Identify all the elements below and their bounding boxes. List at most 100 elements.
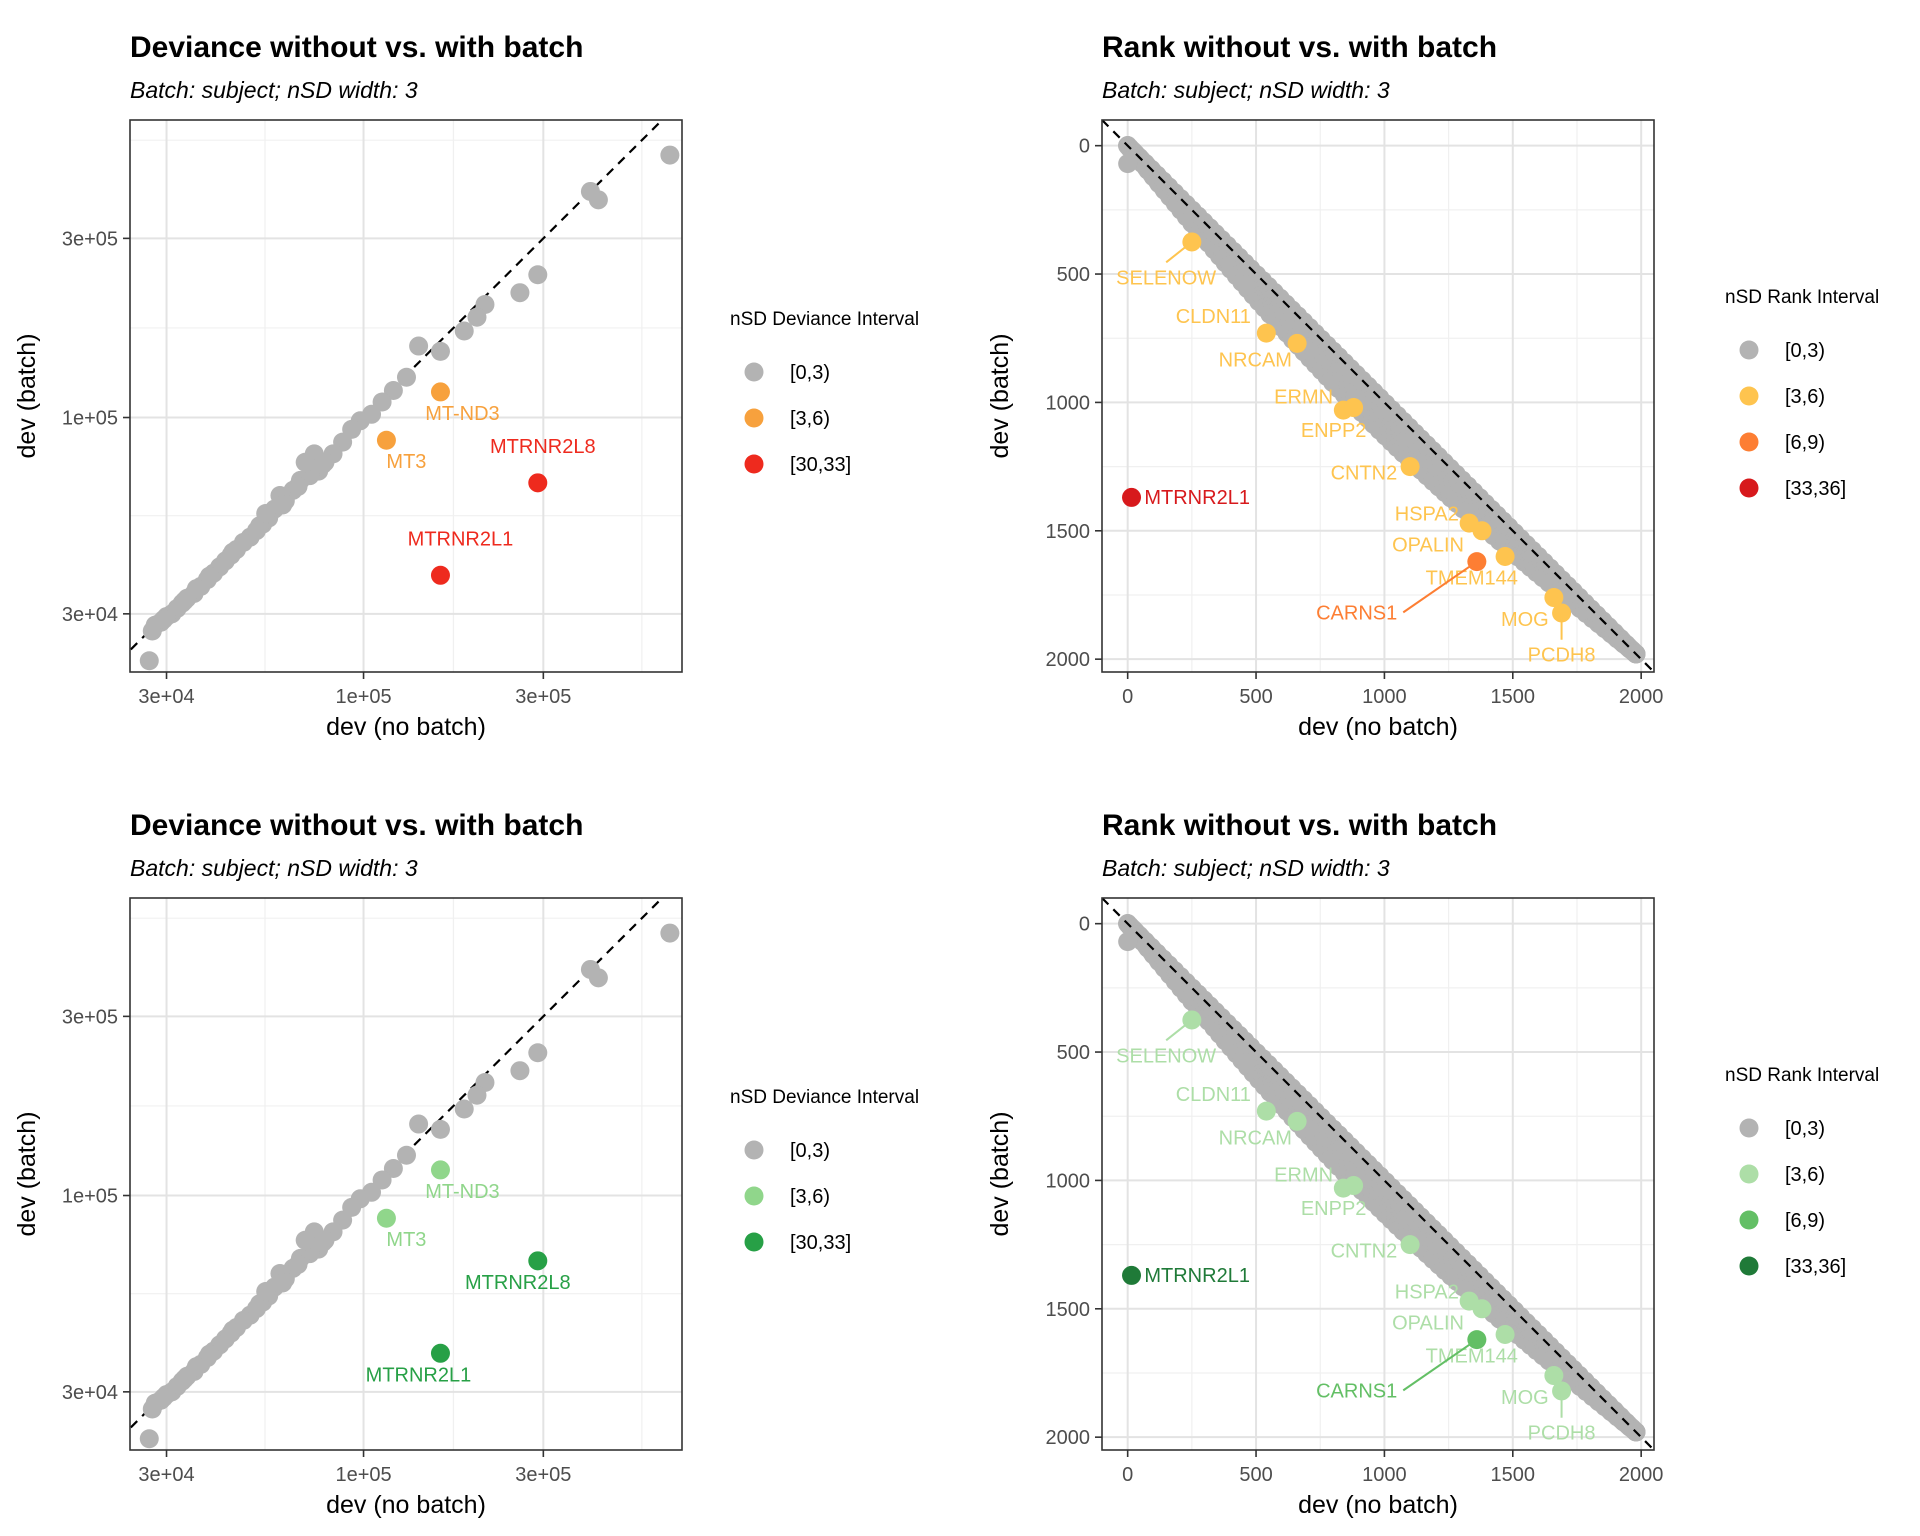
x-tick-label: 3e+04 [138, 686, 194, 708]
legend-key [744, 1232, 764, 1252]
plot-data [1102, 120, 1654, 672]
y-tick-label: 1500 [1046, 521, 1091, 543]
legend: nSD Deviance Interval [0,3) [3,6) [30,33] [730, 309, 919, 476]
data-point [528, 1043, 548, 1063]
y-axis-title: dev (batch) [13, 333, 41, 458]
x-tick-label: 1000 [1362, 1464, 1407, 1486]
x-tick-label: 1500 [1491, 1464, 1536, 1486]
data-point [372, 1170, 392, 1190]
point-label: MTRNR2L8 [465, 1272, 571, 1294]
data-point [1400, 457, 1420, 477]
point-label: MT-ND3 [425, 1181, 499, 1203]
x-tick-label: 3e+04 [138, 1464, 194, 1486]
data-point [175, 1369, 195, 1389]
x-tick-label: 0 [1122, 1464, 1133, 1486]
grid [130, 898, 682, 1450]
legend-label: [3,6) [790, 1186, 830, 1208]
legend-key [744, 1140, 764, 1160]
data-point [396, 367, 416, 387]
y-tick-label: 3e+04 [62, 1382, 118, 1404]
legend-key [1739, 432, 1759, 452]
point-label: SELENOW [1116, 267, 1216, 289]
reference-line [1102, 898, 1654, 1450]
data-point [430, 382, 450, 402]
legend-label: [30,33] [790, 454, 851, 476]
data-point [142, 621, 162, 641]
legend-label: [3,6) [1785, 386, 1825, 408]
plot-background [130, 120, 682, 672]
y-tick-label: 500 [1057, 1042, 1090, 1064]
data-point [288, 477, 308, 497]
y-tick-label: 1e+05 [62, 1186, 118, 1208]
chart-panel-3: Deviance without vs. with batch Batch: su… [13, 809, 919, 1519]
data-point [430, 341, 450, 361]
legend: nSD Rank Interval [0,3) [3,6) [6,9) [33,36] [1725, 1065, 1879, 1278]
y-axis-title: dev (batch) [986, 1111, 1014, 1236]
data-point [139, 651, 159, 671]
point-label: CARNS1 [1316, 602, 1397, 624]
legend-key [1739, 1118, 1759, 1138]
x-tick-label: 500 [1239, 686, 1272, 708]
label-leader [1402, 560, 1478, 614]
legend-label: [33,36] [1785, 1256, 1846, 1278]
chart-title: Rank without vs. with batch [1102, 31, 1497, 64]
data-point [1344, 398, 1364, 418]
point-label: MOG [1501, 1387, 1549, 1409]
x-axis-title: dev (no batch) [1298, 713, 1458, 741]
data-point [288, 1255, 308, 1275]
data-point [154, 1387, 174, 1407]
legend-label: [6,9) [1785, 432, 1825, 454]
data-point [154, 609, 174, 629]
data-point [409, 336, 429, 356]
point-label: OPALIN [1392, 1312, 1464, 1334]
x-tick-label: 2000 [1619, 686, 1664, 708]
y-tick-label: 500 [1057, 264, 1090, 286]
point-label: SELENOW [1116, 1045, 1216, 1067]
reference-line [1102, 120, 1654, 672]
x-tick-label: 500 [1239, 1464, 1272, 1486]
point-label: OPALIN [1392, 534, 1464, 556]
data-point [313, 1232, 333, 1252]
data-point [256, 1282, 276, 1302]
chart-title: Deviance without vs. with batch [130, 809, 583, 842]
point-label: CNTN2 [1331, 462, 1398, 484]
data-point [510, 283, 530, 303]
legend-key [1739, 1256, 1759, 1276]
data-point [1544, 588, 1564, 608]
data-point [1287, 333, 1307, 353]
point-label: NRCAM [1219, 1127, 1292, 1149]
y-tick-label: 1000 [1046, 1170, 1091, 1192]
legend-key [744, 362, 764, 382]
data-point [376, 1208, 396, 1228]
plot-background [130, 898, 682, 1450]
plot-border [1101, 119, 1655, 673]
point-label: MTRNR2L1 [1144, 1265, 1250, 1287]
data-point [313, 454, 333, 474]
legend-key [744, 408, 764, 428]
chart-title: Rank without vs. with batch [1102, 809, 1497, 842]
legend: nSD Deviance Interval [0,3) [3,6) [30,33] [730, 1087, 919, 1254]
point-label: NRCAM [1219, 349, 1292, 371]
chart-subtitle: Batch: subject; nSD width: 3 [1102, 77, 1390, 103]
data-point [1287, 1111, 1307, 1131]
plot-data [130, 898, 680, 1449]
data-point [528, 1251, 548, 1271]
y-tick-label: 3e+05 [62, 228, 118, 250]
y-tick-label: 3e+05 [62, 1006, 118, 1028]
x-tick-label: 1e+05 [335, 686, 391, 708]
point-label: TMEM144 [1426, 568, 1518, 590]
x-tick-label: 1500 [1491, 686, 1536, 708]
data-point [376, 430, 396, 450]
y-tick-label: 1e+05 [62, 408, 118, 430]
data-point [430, 1160, 450, 1180]
legend-label: [33,36] [1785, 478, 1846, 500]
legend-key [1739, 1210, 1759, 1230]
grid [130, 120, 682, 672]
chart-panel-1: Deviance without vs. with batch Batch: su… [13, 31, 919, 741]
legend-title: nSD Deviance Interval [730, 1087, 919, 1108]
legend-key [1739, 478, 1759, 498]
legend-label: [30,33] [790, 1232, 851, 1254]
point-label: MTRNR2L8 [490, 436, 596, 458]
point-label: CLDN11 [1176, 1084, 1251, 1106]
point-label: MTRNR2L1 [1144, 487, 1250, 509]
